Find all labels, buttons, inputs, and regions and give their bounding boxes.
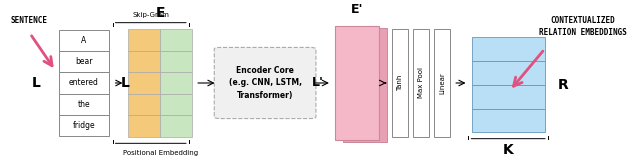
Bar: [413, 29, 429, 137]
Text: CONTEXTUALIZED
RELATION EMBEDDINGS: CONTEXTUALIZED RELATION EMBEDDINGS: [539, 17, 627, 37]
Bar: [129, 29, 160, 51]
Bar: [472, 37, 545, 61]
Text: entered: entered: [69, 79, 99, 87]
Bar: [392, 29, 408, 137]
Text: K: K: [503, 143, 513, 157]
Bar: [129, 72, 160, 94]
Bar: [342, 28, 387, 142]
Bar: [335, 26, 380, 140]
Bar: [129, 116, 160, 137]
Bar: [160, 94, 192, 116]
Text: the: the: [77, 100, 90, 109]
Text: E': E': [351, 4, 364, 17]
Text: Linear: Linear: [439, 72, 445, 94]
Text: SENTENCE: SENTENCE: [11, 17, 48, 25]
Text: A: A: [81, 36, 86, 45]
Bar: [129, 94, 160, 116]
Bar: [59, 115, 109, 136]
Text: L: L: [121, 76, 130, 90]
Bar: [59, 51, 109, 72]
FancyBboxPatch shape: [214, 47, 316, 119]
Text: Encoder Core
(e.g. CNN, LSTM,
Transformer): Encoder Core (e.g. CNN, LSTM, Transforme…: [228, 66, 301, 100]
Bar: [472, 109, 545, 133]
Bar: [129, 51, 160, 72]
Bar: [472, 85, 545, 109]
Bar: [160, 29, 192, 51]
Bar: [434, 29, 450, 137]
Text: E: E: [156, 6, 165, 20]
Text: Skip-Gram: Skip-Gram: [132, 12, 169, 18]
Bar: [160, 51, 192, 72]
Bar: [160, 116, 192, 137]
Bar: [472, 61, 545, 85]
Bar: [160, 72, 192, 94]
Text: Max Pool: Max Pool: [418, 68, 424, 98]
Bar: [59, 30, 109, 51]
Text: bear: bear: [76, 57, 93, 66]
Text: L': L': [312, 76, 324, 89]
Bar: [59, 72, 109, 94]
Text: Positional Embedding: Positional Embedding: [123, 150, 198, 156]
Text: L: L: [32, 76, 41, 90]
Text: Tanh: Tanh: [397, 75, 403, 91]
Text: fridge: fridge: [73, 121, 95, 130]
Bar: [59, 94, 109, 115]
Text: R: R: [557, 78, 568, 92]
